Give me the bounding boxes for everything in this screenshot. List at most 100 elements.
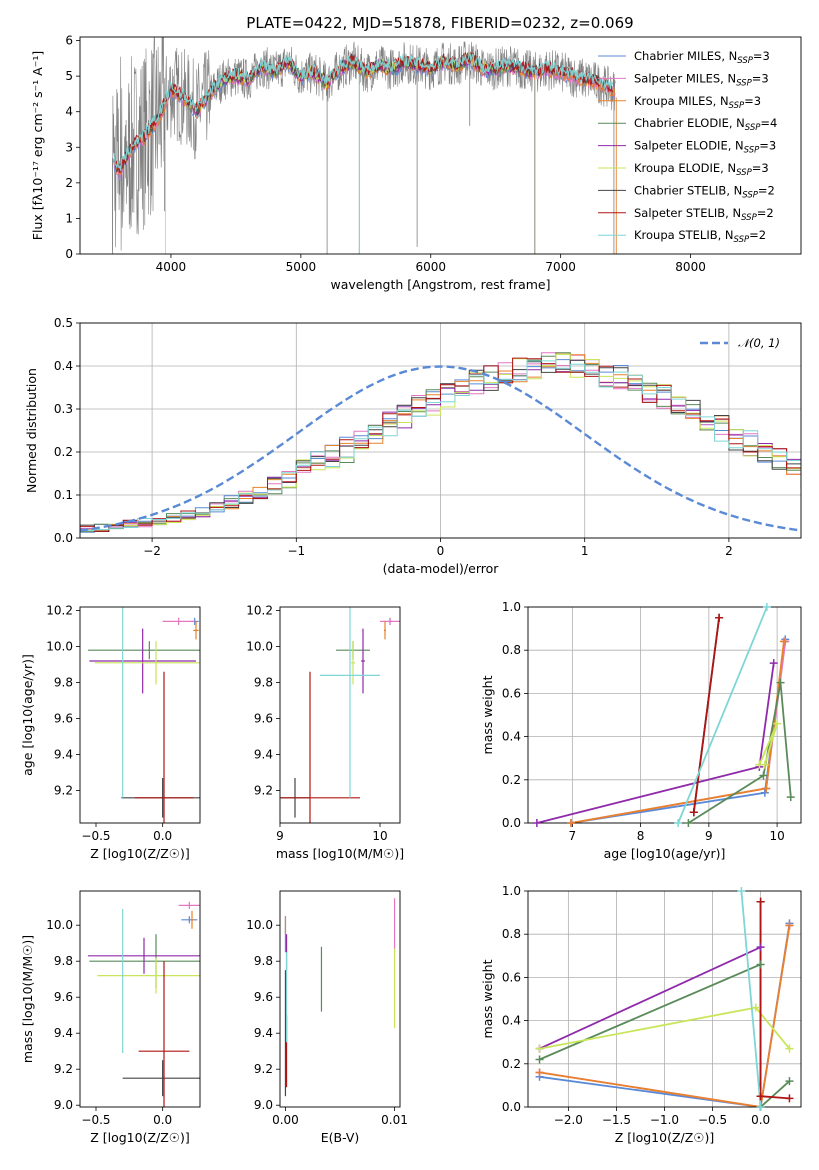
axes-frame: [79, 890, 201, 1108]
x-tick-label: −0.5: [81, 829, 110, 843]
weight-point-marker: [786, 793, 795, 802]
weight-point-marker: [756, 943, 765, 952]
y-tick-label: 0: [65, 247, 73, 261]
x-tick-label: 10: [769, 829, 784, 843]
legend-subscript: SSP: [744, 146, 760, 156]
y-tick-label: 0.5: [54, 316, 73, 330]
legend-label: Kroupa ELODIE, N: [634, 161, 736, 175]
spectrum-model-line: [113, 52, 614, 172]
legend-count: =2: [758, 183, 775, 197]
x-tick-label: 4000: [156, 260, 187, 274]
legend-label: Chabrier ELODIE, N: [634, 116, 745, 130]
weight-series-line: [677, 607, 768, 823]
y-tick-label: 9.4: [54, 1026, 73, 1040]
x-tick-label: 1: [581, 544, 589, 558]
panel-age-vs-Z: −0.5 0.0 9.2 9.4 9.6 9.8 10.0 10.2 Z [log10(Z/Z☉…: [20, 604, 201, 861]
y-tick-label: 9.2: [54, 1062, 73, 1076]
weight-point-marker: [760, 788, 769, 797]
legend-entry: Chabrier ELODIE, NSSP=4: [634, 116, 777, 133]
plot-area: [280, 607, 400, 823]
weight-series-line: [539, 925, 791, 1107]
histogram-step-line: [80, 357, 801, 538]
axes-frame: [279, 890, 401, 1108]
x-axis-label: mass [log10(M/M☉)]: [276, 846, 404, 861]
weight-series-line: [740, 891, 762, 1107]
x-tick-label: 0.0: [153, 1113, 172, 1127]
x-tick-label: 2: [725, 544, 733, 558]
y-tick-label: 10.2: [46, 604, 73, 618]
y-tick-label: 0.8: [502, 643, 521, 657]
weight-point-marker: [684, 819, 693, 827]
histogram-step-line: [80, 359, 801, 538]
x-tick-label: 0.0: [153, 829, 172, 843]
y-tick-label: 0.4: [502, 730, 521, 744]
weight-point-marker: [715, 613, 724, 622]
y-axis-label: age [log10(age/yr)]: [20, 654, 35, 776]
y-tick-label: 0.8: [502, 927, 521, 941]
axes-frame: [527, 606, 802, 824]
legend-label: Salpeter ELODIE, N: [634, 139, 744, 153]
y-tick-label: 9.8: [54, 676, 73, 690]
y-tick-label: 9.8: [254, 954, 273, 968]
x-tick-label: 9: [276, 829, 284, 843]
weight-point-marker: [760, 760, 769, 769]
x-tick-label: 5000: [286, 260, 317, 274]
y-tick-label: 0.6: [502, 970, 521, 984]
axes-frame: [79, 322, 802, 539]
weight-point-marker: [756, 960, 765, 969]
legend-entry: Chabrier STELIB, NSSP=2: [634, 183, 775, 200]
plot-area: [284, 898, 396, 1097]
plot-area: [112, 37, 617, 254]
y-axis-label: mass weight: [480, 959, 495, 1038]
y-tick-label: 10.0: [246, 918, 273, 932]
legend-count: =3: [759, 139, 776, 153]
legend-entry: Chabrier MILES, NSSP=3: [634, 49, 770, 66]
x-axis-label: (data-model)/error: [383, 561, 500, 576]
legend-label: Salpeter MILES, N: [634, 71, 736, 85]
y-tick-label: 0.0: [54, 531, 73, 545]
x-tick-label: −0.5: [81, 1113, 110, 1127]
y-tick-label: 0.1: [54, 488, 73, 502]
histogram-step-line: [80, 353, 801, 538]
plot-area: [88, 607, 200, 823]
panel-residuals: −2 −1 0 1 2 0.0 0.1 0.2 0.3 0.4 0.5 (data-model)/er…: [24, 316, 802, 576]
legend-entry: Salpeter ELODIE, NSSP=3: [634, 139, 776, 156]
axes-frame: [79, 606, 201, 824]
legend-subscript: SSP: [736, 78, 752, 88]
y-tick-label: 9.8: [54, 954, 73, 968]
x-tick-label: 10: [372, 829, 387, 843]
weight-point-marker: [762, 603, 771, 611]
y-tick-label: 9.4: [54, 748, 73, 762]
y-tick-label: 0.0: [502, 1100, 521, 1114]
y-tick-label: 1.0: [502, 600, 521, 614]
axes-frame: [279, 606, 401, 824]
weight-point-marker: [756, 897, 765, 906]
legend-subscript: SSP: [729, 101, 745, 111]
weight-series-line: [539, 946, 761, 1050]
y-tick-label: 0.2: [502, 1057, 521, 1071]
x-tick-label: 8: [637, 829, 645, 843]
y-tick-label: 0.2: [54, 445, 73, 459]
y-tick-label: 4: [65, 105, 73, 119]
x-tick-label: 7: [569, 829, 577, 843]
weight-point-marker: [535, 1044, 544, 1053]
legend-subscript: SSP: [737, 56, 753, 66]
weight-point-marker: [776, 678, 785, 687]
weight-series-line: [759, 901, 790, 1100]
x-tick-label: −1.5: [602, 1113, 631, 1127]
y-tick-label: 10.0: [46, 918, 73, 932]
weight-point-marker: [773, 719, 782, 728]
y-tick-label: 9.2: [254, 1062, 273, 1076]
y-tick-label: 6: [65, 34, 73, 48]
legend-count: =3: [752, 161, 769, 175]
legend-entry: Salpeter MILES, NSSP=3: [634, 71, 769, 88]
x-axis-label: wavelength [Angstrom, rest frame]: [330, 277, 550, 292]
legend-subscript: SSP: [742, 190, 758, 200]
x-axis-label: E(B-V): [321, 1130, 360, 1145]
x-axis-label: Z [log10(Z/Z☉)]: [90, 1130, 190, 1145]
weight-point-marker: [785, 1077, 794, 1086]
legend-label: Chabrier STELIB, N: [634, 183, 742, 197]
histogram-step-line: [80, 353, 801, 538]
y-tick-label: 0.4: [502, 1014, 521, 1028]
